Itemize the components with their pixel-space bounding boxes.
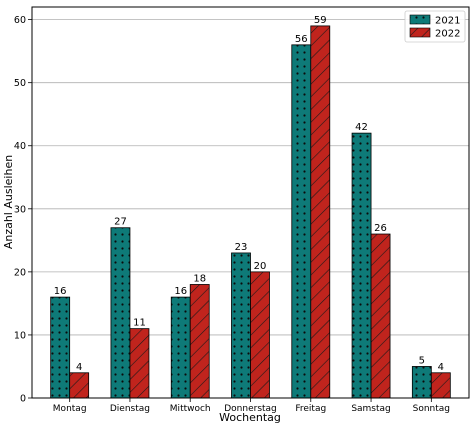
bars (50, 25, 451, 399)
y-tick-label: 30 (14, 204, 26, 215)
x-axis-ticks: Montag Dienstag Mittwoch Donnerstag Freitag S… (53, 398, 450, 414)
legend: 2021 2022 (404, 10, 466, 43)
legend-swatch-2021 (409, 14, 431, 25)
data-label: 27 (114, 217, 127, 228)
data-label: 23 (235, 242, 248, 253)
data-label: 20 (254, 261, 267, 272)
y-tick-label: 50 (14, 78, 26, 89)
y-tick-label: 10 (14, 330, 26, 341)
y-axis-label: Anzahl Ausleihen (2, 155, 15, 249)
data-label: 4 (76, 362, 82, 373)
bar-2022 (189, 284, 210, 399)
bar-2021 (411, 366, 432, 399)
bar-2022 (370, 233, 391, 399)
x-tick-label: Mittwoch (170, 404, 211, 414)
y-tick-label: 60 (14, 15, 26, 26)
legend-swatch-2022 (409, 27, 431, 38)
data-label: 16 (174, 286, 187, 297)
data-label: 59 (314, 15, 327, 26)
data-label: 4 (438, 362, 444, 373)
bar-2022 (69, 372, 90, 399)
bar-2021 (170, 296, 191, 399)
bar-2022 (430, 372, 451, 399)
x-axis-label: Wochentag (219, 411, 281, 424)
bar-2021 (231, 252, 251, 399)
bar-2021 (351, 132, 372, 399)
bar-2022 (129, 328, 150, 399)
data-label: 5 (419, 355, 425, 366)
data-label: 16 (54, 286, 67, 297)
x-tick-label: Donnerstag (224, 404, 277, 414)
data-labels: 16 4 27 11 16 18 23 20 56 59 42 26 5 4 (54, 15, 444, 373)
legend-label-2021: 2021 (435, 16, 460, 27)
x-tick-label: Freitag (295, 404, 326, 414)
y-tick-label: 40 (14, 141, 26, 152)
bar-2022 (310, 25, 331, 399)
y-tick-label: 20 (14, 267, 26, 278)
bar-2021 (110, 227, 131, 399)
data-label: 26 (374, 223, 387, 234)
data-label: 11 (133, 318, 146, 329)
legend-label-2022: 2022 (435, 29, 460, 40)
bar-2021 (50, 296, 71, 399)
x-tick-label: Montag (53, 404, 87, 414)
bar-2022 (250, 271, 270, 399)
bar-2021 (291, 44, 312, 399)
data-label: 42 (355, 122, 368, 133)
x-tick-label: Samstag (351, 404, 390, 414)
x-tick-label: Sonntag (413, 404, 450, 414)
data-label: 18 (193, 273, 206, 284)
y-tick-label: 0 (20, 394, 26, 405)
x-tick-label: Dienstag (110, 404, 150, 414)
y-axis-ticks: 0 10 20 30 40 50 60 (14, 15, 32, 405)
data-label: 56 (295, 34, 308, 45)
